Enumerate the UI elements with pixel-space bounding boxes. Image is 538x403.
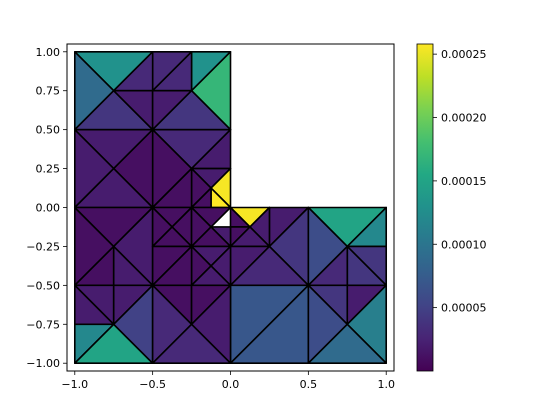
colorbar (416, 43, 434, 372)
x-tick-label: 0.0 (222, 378, 240, 391)
y-tick-label: 0.25 (36, 163, 61, 176)
colorbar-tick-label: 0.00015 (441, 175, 487, 188)
mesh-triangles (73, 50, 388, 365)
y-tick-label: −0.25 (26, 240, 60, 253)
y-tick-label: 0.50 (36, 124, 61, 137)
colorbar-ticks: 0.00005 0.00010 0.00015 0.00020 0.00025 (433, 48, 487, 315)
mesh-cell-75 (151, 323, 232, 365)
y-tick-label: 0.75 (36, 85, 61, 98)
y-tick-label: −0.75 (26, 318, 60, 331)
x-tick-label: −1.0 (61, 378, 88, 391)
x-axis-ticks: −1.0 −0.5 0.0 0.5 1.0 (61, 371, 395, 391)
colorbar-tick-label: 0.00005 (441, 302, 487, 315)
y-tick-label: −0.50 (26, 279, 60, 292)
y-tick-label: 0.00 (36, 202, 61, 215)
colorbar-tick-label: 0.00025 (441, 48, 487, 61)
colorbar-tick-label: 0.00010 (441, 238, 487, 251)
y-tick-label: 1.00 (36, 46, 61, 59)
colorbar-tick-label: 0.00020 (441, 112, 487, 125)
y-tick-label: −1.00 (26, 357, 60, 370)
mesh-cell-45 (307, 323, 388, 365)
x-tick-label: 1.0 (377, 378, 395, 391)
y-axis-ticks: 1.00 0.75 0.50 0.25 0.00 −0.25 −0.50 −0.75 −1.00 (26, 46, 67, 370)
x-tick-label: −0.5 (139, 378, 166, 391)
x-tick-label: 0.5 (300, 378, 318, 391)
